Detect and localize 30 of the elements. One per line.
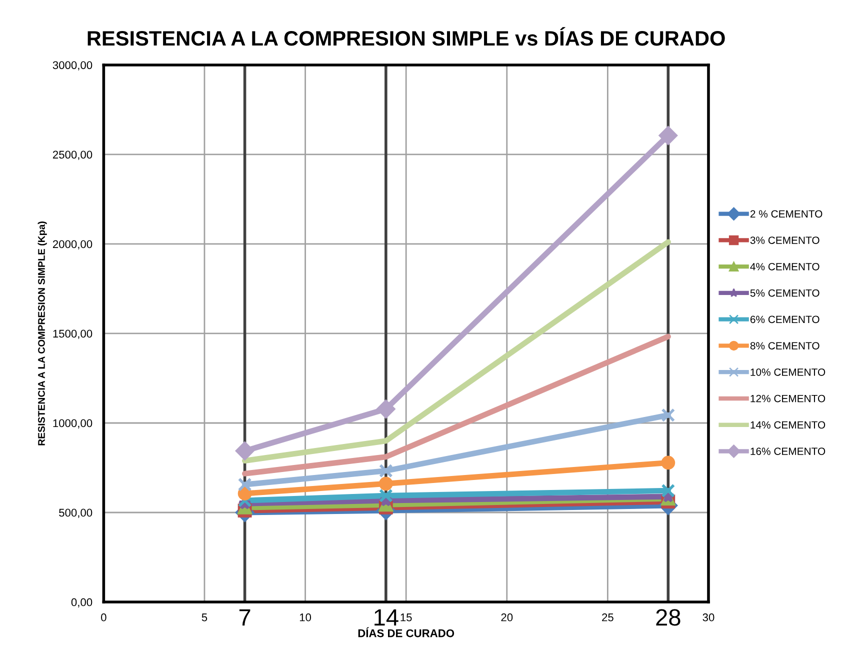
legend-label: 14% CEMENTO [750, 421, 826, 429]
y-tick-label: 1000,00 [53, 419, 92, 428]
x-tick-label: 15 [400, 614, 412, 622]
y-axis-title: RESISTENCIA A LA COMPRESION SIMPLE (Kpa) [38, 222, 47, 446]
x-tick-label: 0 [101, 613, 106, 622]
x-tick-label: 20 [501, 613, 513, 622]
y-tick-label: 2500,00 [52, 150, 92, 160]
x-axis-title: DÍAS DE CURADO [358, 627, 454, 638]
chart-title: RESISTENCIA A LA COMPRESION SIMPLE vs DÍAS DE CURADO [88, 27, 725, 46]
x-tick-label: 10 [300, 613, 312, 622]
y-tick-label: 1500,00 [53, 330, 92, 339]
legend-label: 4% CEMENTO [750, 262, 820, 270]
legend-label: 16% CEMENTO [750, 448, 826, 455]
legend-label: 12% CEMENTO [750, 394, 826, 402]
y-tick-label: 2000,00 [52, 240, 92, 250]
y-tick-label: 500,00 [59, 508, 92, 518]
legend-label: 6% CEMENTO [750, 316, 820, 324]
legend-label: 2 % CEMENTO [750, 210, 822, 218]
ref-line-label: 28 [656, 609, 680, 626]
ref-line-label: 7 [239, 609, 250, 626]
legend-label: 5% CEMENTO [750, 289, 820, 297]
legend-label: 8% CEMENTO [750, 342, 820, 350]
legend-label: 3% CEMENTO [750, 236, 820, 244]
x-tick-label: 30 [702, 613, 714, 622]
legend-label: 10% CEMENTO [750, 368, 826, 376]
ref-line-label: 14 [374, 609, 398, 626]
y-tick-label: 0,00 [71, 598, 92, 608]
x-tick-label: 25 [602, 613, 614, 622]
x-tick-label: 5 [202, 614, 208, 622]
y-tick-label: 3000,00 [52, 61, 92, 70]
